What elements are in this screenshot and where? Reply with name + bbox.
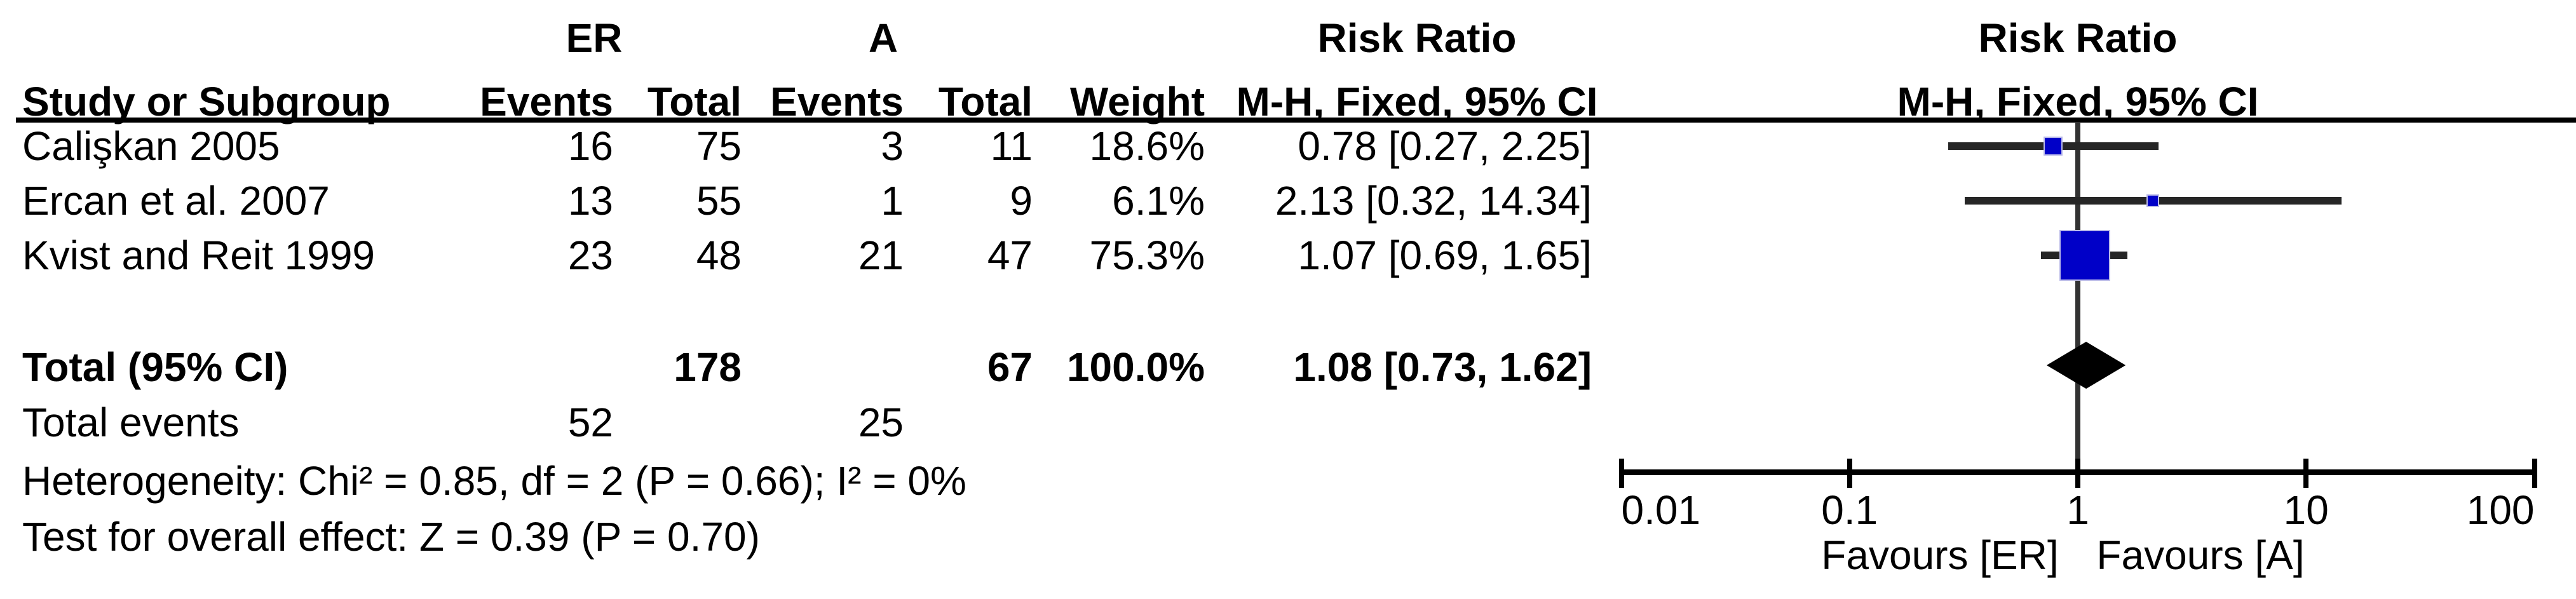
effect-header-subtitle: M-H, Fixed, 95% CI xyxy=(1236,79,1598,125)
col-total2-header: Total xyxy=(938,79,1033,125)
heterogeneity-row: Heterogeneity: Chi² = 0.85, df = 2 (P = … xyxy=(0,453,2576,509)
study-name: Kvist and Reit 1999 xyxy=(22,232,375,278)
study-ci-text: 0.78 [0.27, 2.25] xyxy=(1298,123,1592,169)
axis-tick-label: 10 xyxy=(2283,487,2329,533)
total-label: Total (95% CI) xyxy=(22,344,288,390)
total-events2: 25 xyxy=(858,400,904,445)
study-effect-square xyxy=(2045,138,2062,154)
table-row: Ercan et al. 2007 13 55 1 9 6.1% 2.13 [0… xyxy=(0,173,2576,229)
study-total2: 9 xyxy=(1010,178,1033,224)
study-events1: 13 xyxy=(567,178,613,224)
heterogeneity-text: Heterogeneity: Chi² = 0.85, df = 2 (P = … xyxy=(22,458,966,504)
group2-label: A xyxy=(868,15,898,61)
col-events1-header: Events xyxy=(480,79,613,125)
study-events2: 21 xyxy=(858,232,904,278)
total-ci-text: 1.08 [0.73, 1.62] xyxy=(1293,344,1592,390)
axis-tick xyxy=(1618,459,1624,488)
table-row: Calişkan 2005 16 75 3 11 18.6% 0.78 [0.2… xyxy=(0,118,2576,174)
total-n2: 67 xyxy=(987,344,1033,390)
effect-header-title: Risk Ratio xyxy=(1317,15,1517,61)
study-name: Ercan et al. 2007 xyxy=(22,178,330,224)
favours-left-label: Favours [ER] xyxy=(1821,532,2059,578)
group1-label: ER xyxy=(566,15,623,61)
column-header-row: Study or Subgroup Events Total Events To… xyxy=(0,74,2576,130)
axis-tick-label: 100 xyxy=(2466,487,2535,533)
group-header-row: ER A Risk Ratio Risk Ratio xyxy=(0,10,2576,66)
col-total1-header: Total xyxy=(647,79,742,125)
study-total1: 55 xyxy=(696,178,742,224)
study-total1: 48 xyxy=(696,232,742,278)
study-weight: 18.6% xyxy=(1089,123,1205,169)
plot-header-subtitle: M-H, Fixed, 95% CI xyxy=(1897,79,2259,125)
axis-tick xyxy=(2532,459,2537,488)
table-row: Kvist and Reit 1999 23 48 21 47 75.3% 1.… xyxy=(0,227,2576,283)
study-total2: 11 xyxy=(990,123,1033,169)
total-events1: 52 xyxy=(567,400,613,445)
total-weight: 100.0% xyxy=(1066,344,1205,390)
axis-tick xyxy=(2303,459,2309,488)
axis-tick xyxy=(2075,459,2080,488)
total-events-label: Total events xyxy=(22,400,240,445)
favours-right-label: Favours [A] xyxy=(2096,532,2305,578)
study-total1: 75 xyxy=(696,123,742,169)
study-effect-square xyxy=(2147,196,2158,206)
col-events2-header: Events xyxy=(770,79,904,125)
study-total2: 47 xyxy=(987,232,1033,278)
study-name: Calişkan 2005 xyxy=(22,123,280,169)
total-events-row: Total events 52 25 xyxy=(0,394,2576,450)
study-ci-text: 1.07 [0.69, 1.65] xyxy=(1298,232,1592,278)
study-weight: 6.1% xyxy=(1112,178,1205,224)
axis-tick xyxy=(1847,459,1852,488)
overall-effect-text: Test for overall effect: Z = 0.39 (P = 0… xyxy=(22,514,760,560)
line-of-no-effect xyxy=(2075,122,2080,488)
study-events1: 23 xyxy=(567,232,613,278)
study-weight: 75.3% xyxy=(1089,232,1205,278)
axis-tick-label: 0.1 xyxy=(1821,487,1878,533)
axis-tick-label: 1 xyxy=(2066,487,2089,533)
axis-tick-label: 0.01 xyxy=(1621,487,1701,533)
overall-effect-row: Test for overall effect: Z = 0.39 (P = 0… xyxy=(0,509,2576,565)
col-weight-header: Weight xyxy=(1069,79,1205,125)
study-effect-square xyxy=(2060,231,2109,279)
study-ci-text: 2.13 [0.32, 14.34] xyxy=(1275,178,1592,224)
study-events1: 16 xyxy=(567,123,613,169)
total-n1: 178 xyxy=(674,344,742,390)
col-study-header: Study or Subgroup xyxy=(22,79,391,125)
study-events2: 3 xyxy=(881,123,904,169)
header-divider-line xyxy=(16,118,2576,123)
plot-header-title: Risk Ratio xyxy=(1978,15,2178,61)
study-events2: 1 xyxy=(881,178,904,224)
total-row: Total (95% CI) 178 67 100.0% 1.08 [0.73,… xyxy=(0,339,2576,395)
